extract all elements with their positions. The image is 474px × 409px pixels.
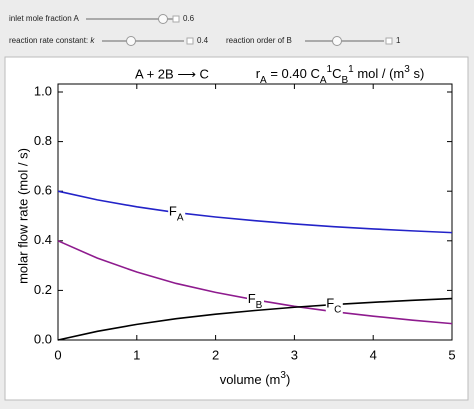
label-main: F [326,296,334,311]
text-part: A [320,75,327,86]
control-value: 0.4 [197,36,209,45]
label-sub: C [334,305,341,316]
chart-title: A + 2B ⟶ C [135,66,209,81]
text-part: A [260,75,267,86]
label-text: reaction rate constant: [9,36,90,45]
x-tick-label: 3 [291,347,298,362]
text-part: 3 [280,370,286,381]
text-part: 1 [327,64,333,75]
control-label: inlet mole fraction A [9,14,79,23]
x-tick-label: 4 [370,347,377,362]
x-tick-label: 1 [133,347,140,362]
label-sub: A [177,213,184,224]
plot-panel [4,56,469,401]
y-tick-label: 1.0 [34,83,52,98]
series-label: FB [248,291,263,311]
series-line [57,297,453,341]
control-label: reaction rate constant: k [9,36,95,45]
expand-button[interactable] [172,15,180,23]
control-value: 1 [396,36,401,45]
series-label: FA [169,204,184,224]
y-axis-label: molar flow rate (mol / s) [15,148,30,284]
text-part: 1 [348,64,354,75]
x-tick-label: 5 [448,347,455,362]
text-part: C [332,66,341,81]
y-tick-label: 0.8 [34,133,52,148]
y-tick-label: 0.6 [34,183,52,198]
y-tick-label: 0.4 [34,232,52,247]
label-sub: B [256,300,263,311]
text-part: ) [286,372,290,387]
text-part: B [341,75,348,86]
series-label: FC [326,296,341,316]
rich-text: volume (m3) [220,370,291,387]
x-tick-label: 2 [212,347,219,362]
label-main: F [248,291,256,306]
series-line [57,190,453,234]
text-part: mol / (m [354,66,405,81]
text-part: 3 [404,64,410,75]
text-part: volume (m [220,372,281,387]
control-label: reaction order of B [226,36,292,45]
y-tick-label: 0.2 [34,282,52,297]
slider-knob[interactable] [126,36,136,46]
text-part: r [256,66,261,81]
control-value: 0.6 [183,14,195,23]
slider-knob[interactable] [158,14,168,24]
y-tick-label: 0.0 [34,331,52,346]
controls: inlet mole fraction A 0.6 reaction rate … [9,14,401,46]
expand-button[interactable] [186,37,194,45]
text-part: = 0.40 C [267,66,320,81]
slider-knob[interactable] [332,36,342,46]
x-tick-label: 0 [54,347,61,362]
label-bg [168,203,186,222]
rich-text: rA = 0.40 CA1CB1 mol / (m3 s) [256,64,425,86]
label-bg [247,290,264,309]
label-main: F [169,204,177,219]
plot-frame [57,83,453,341]
label-italic: k [90,36,95,45]
label-bg [325,295,343,314]
expand-button[interactable] [385,37,393,45]
text-part: s) [410,66,424,81]
